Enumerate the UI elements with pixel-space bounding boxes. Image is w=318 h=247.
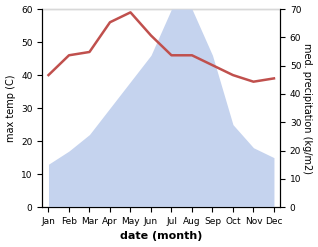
X-axis label: date (month): date (month) bbox=[120, 231, 203, 242]
Y-axis label: max temp (C): max temp (C) bbox=[5, 74, 16, 142]
Y-axis label: med. precipitation (kg/m2): med. precipitation (kg/m2) bbox=[302, 43, 313, 174]
